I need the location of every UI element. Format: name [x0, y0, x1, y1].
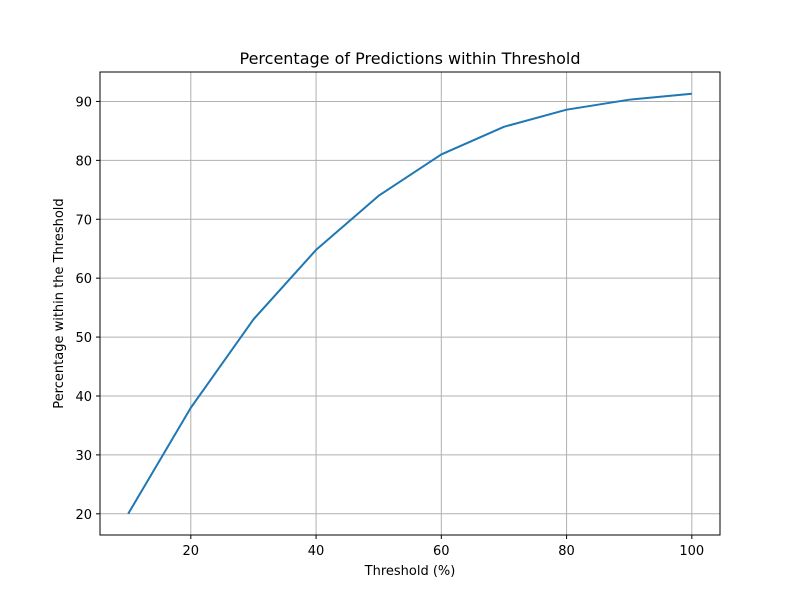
y-tick-label: 20 [75, 508, 92, 523]
data-point [315, 249, 317, 251]
y-tick-label: 30 [75, 449, 92, 464]
y-tick-label: 50 [75, 331, 92, 346]
series-layer [127, 92, 693, 515]
y-axis-ticks: 20 30 40 50 60 70 80 90 [75, 95, 100, 523]
y-tick-label: 90 [75, 95, 92, 110]
y-tick-label: 40 [75, 390, 92, 405]
y-axis-title: Percentage within the Threshold [52, 198, 67, 408]
data-point [190, 407, 192, 409]
series-line [127, 92, 692, 515]
chart-title: Percentage of Predictions within Thresho… [240, 49, 581, 68]
data-point [691, 93, 693, 95]
data-point [565, 108, 567, 110]
y-tick-label: 70 [75, 213, 92, 228]
y-tick-label: 60 [75, 272, 92, 287]
data-point [503, 126, 505, 128]
x-axis-title: Threshold (%) [364, 564, 456, 579]
data-point [377, 195, 379, 197]
data-point [440, 153, 442, 155]
x-tick-label: 100 [679, 544, 704, 559]
x-tick-label: 20 [183, 544, 200, 559]
x-tick-label: 80 [558, 544, 575, 559]
data-point [127, 513, 129, 515]
data-point [252, 318, 254, 320]
x-tick-label: 40 [308, 544, 325, 559]
x-tick-label: 60 [433, 544, 450, 559]
y-tick-label: 80 [75, 154, 92, 169]
data-point [628, 98, 630, 100]
plot-frame [99, 71, 721, 536]
x-axis-ticks: 20 40 60 80 100 [183, 535, 704, 559]
